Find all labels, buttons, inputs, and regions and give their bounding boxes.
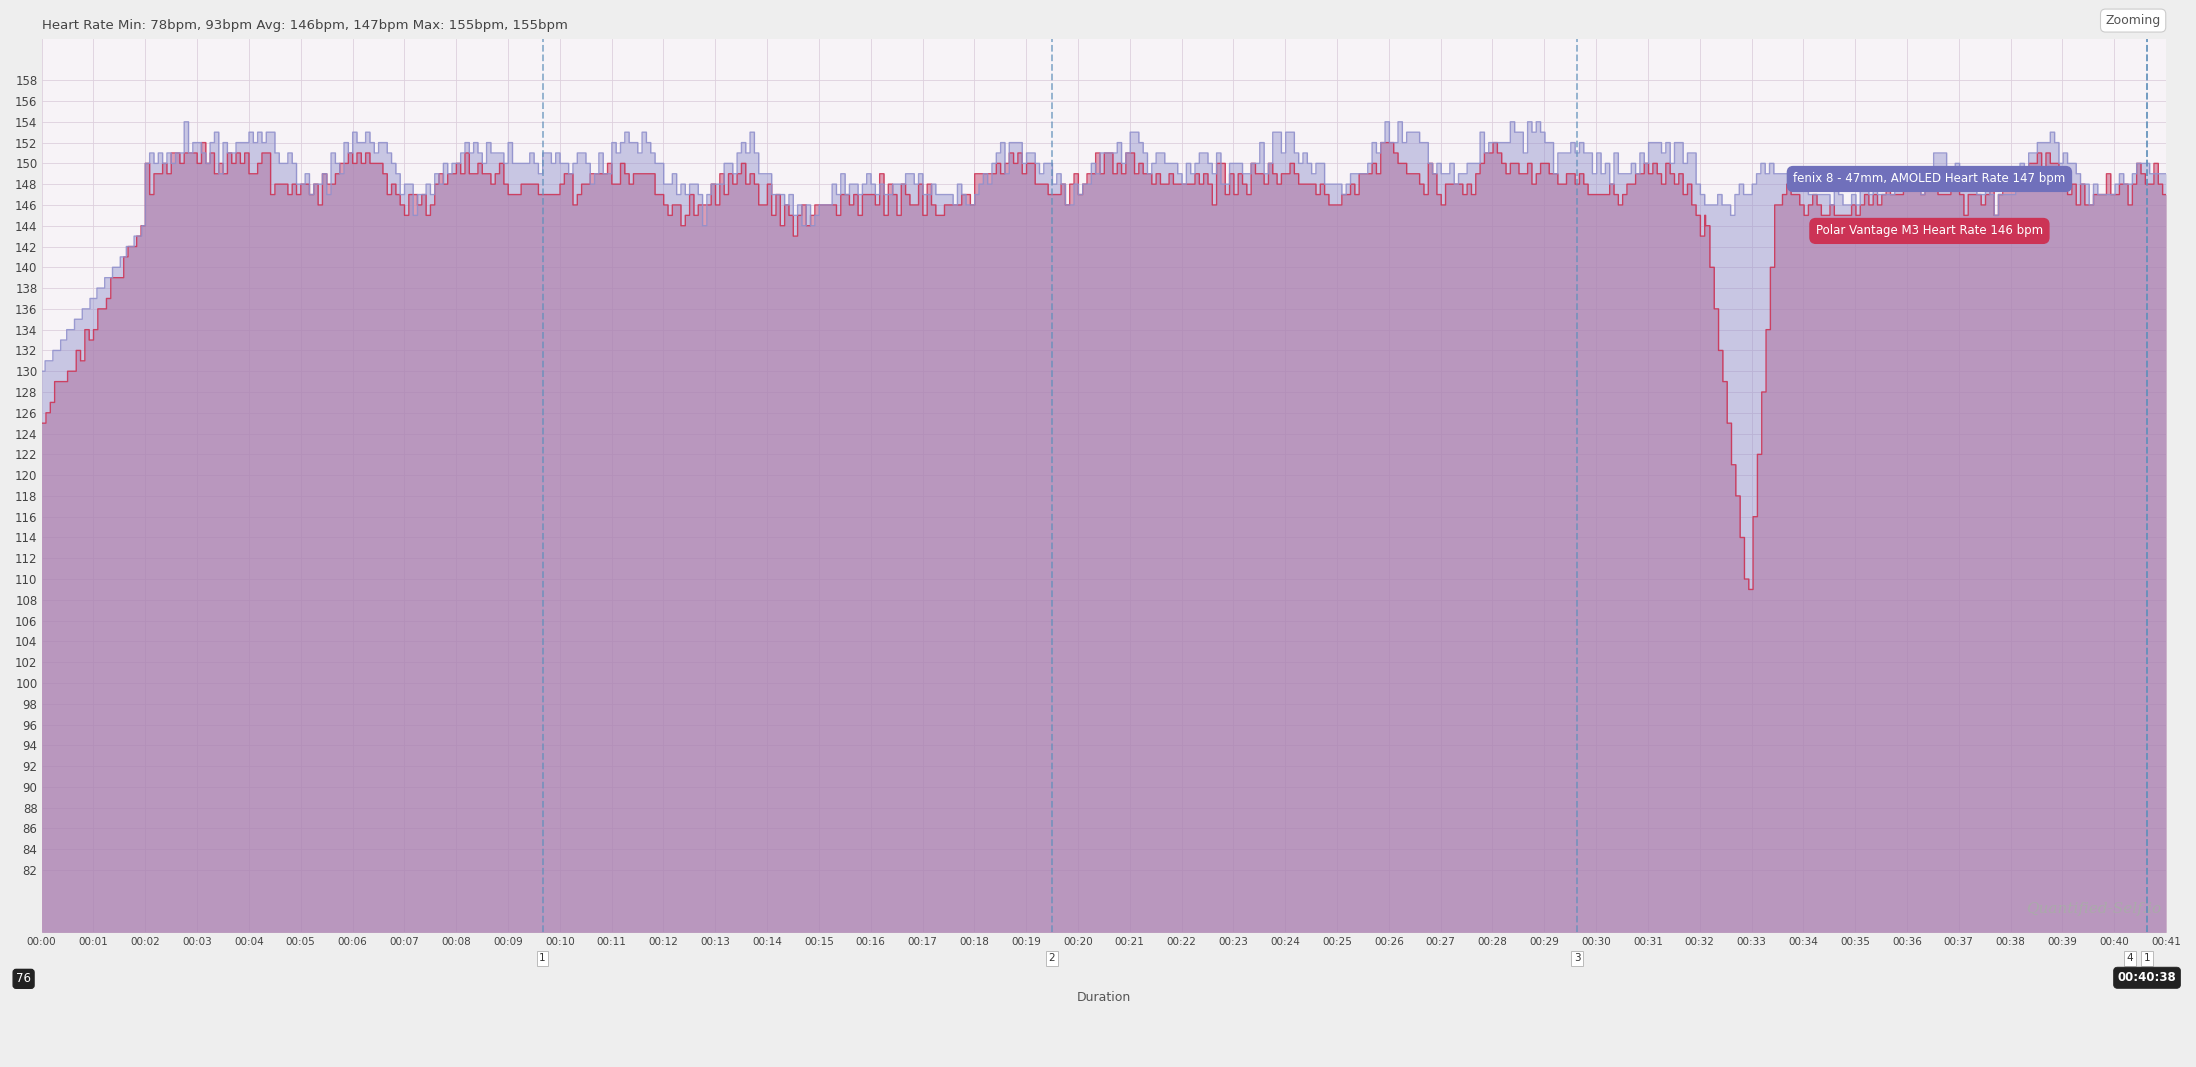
Text: 1: 1 xyxy=(2143,953,2150,964)
X-axis label: Duration: Duration xyxy=(1076,991,1131,1004)
Text: 2: 2 xyxy=(1050,953,1056,964)
Text: Quantified-Self.io: Quantified-Self.io xyxy=(2025,903,2161,917)
Text: Zooming: Zooming xyxy=(2106,14,2161,27)
Text: Polar Vantage M3 Heart Rate 146 bpm: Polar Vantage M3 Heart Rate 146 bpm xyxy=(1816,224,2042,238)
Text: Heart Rate Min: 78bpm, 93bpm Avg: 146bpm, 147bpm Max: 155bpm, 155bpm: Heart Rate Min: 78bpm, 93bpm Avg: 146bpm… xyxy=(42,19,567,32)
Text: 4: 4 xyxy=(2126,953,2132,964)
Text: 3: 3 xyxy=(1575,953,1581,964)
Text: 00:40:38: 00:40:38 xyxy=(2117,971,2176,984)
Text: 76: 76 xyxy=(15,972,31,985)
Text: 1: 1 xyxy=(540,953,547,964)
Text: fenix 8 - 47mm, AMOLED Heart Rate 147 bpm: fenix 8 - 47mm, AMOLED Heart Rate 147 bp… xyxy=(1794,173,2066,186)
